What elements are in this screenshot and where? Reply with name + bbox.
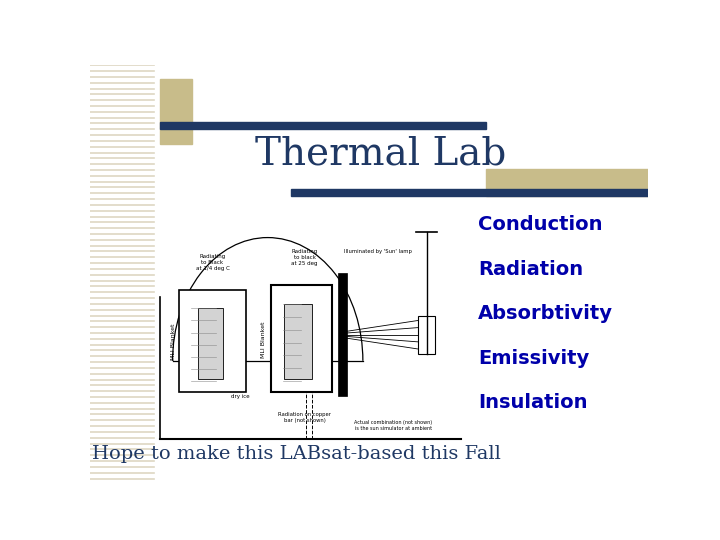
Text: Radiation on copper
bar (not shown): Radiation on copper bar (not shown) — [278, 412, 331, 423]
Text: Absorbtivity: Absorbtivity — [478, 305, 613, 323]
Bar — [418, 316, 435, 354]
Text: Illuminated by 'Sun' lamp: Illuminated by 'Sun' lamp — [344, 249, 412, 254]
Bar — [284, 304, 312, 379]
Bar — [160, 79, 192, 144]
Bar — [179, 289, 246, 392]
Text: Radiating
to Black
at 1/4 deg C: Radiating to Black at 1/4 deg C — [196, 254, 230, 271]
Bar — [291, 189, 648, 196]
Bar — [197, 308, 223, 380]
Text: Hope to make this LABsat-based this Fall: Hope to make this LABsat-based this Fall — [92, 444, 501, 463]
Bar — [486, 168, 648, 196]
Text: Emissivity: Emissivity — [478, 349, 589, 368]
Text: Radiation: Radiation — [478, 260, 583, 279]
Bar — [271, 285, 332, 392]
Bar — [160, 122, 486, 129]
Text: dry ice: dry ice — [231, 394, 249, 399]
Text: Insulation: Insulation — [478, 393, 588, 413]
Text: Thermal Lab: Thermal Lab — [255, 136, 505, 173]
Bar — [338, 273, 347, 396]
Text: Actual combination (not shown)
is the sun simulator at ambient: Actual combination (not shown) is the su… — [354, 420, 433, 431]
Text: MLI Blanket: MLI Blanket — [261, 321, 266, 357]
Text: Conduction: Conduction — [478, 215, 603, 234]
Text: MLI Blanket: MLI Blanket — [171, 323, 176, 360]
Text: Radiating
to black
at 25 deg: Radiating to black at 25 deg — [292, 249, 318, 266]
